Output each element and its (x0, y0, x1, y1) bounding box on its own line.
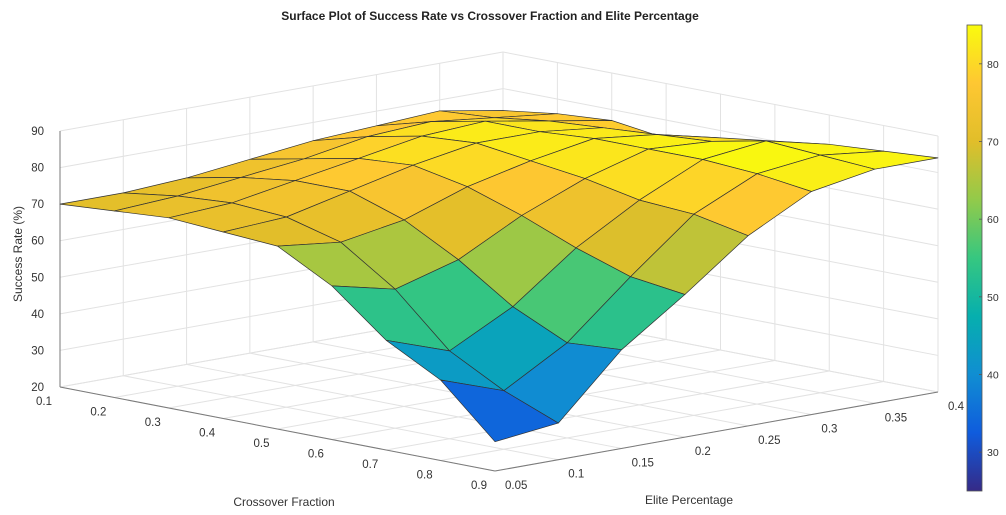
y-tick-label: 0.3 (821, 424, 837, 436)
z-axis-label: Success Rate (%) (11, 206, 25, 302)
z-gridline (59, 51, 504, 132)
colorbar-tick-label: 60 (987, 214, 999, 226)
x-tick-label: 0.9 (471, 480, 487, 492)
z-tick-label: 50 (31, 272, 44, 284)
y-tick-label: 0.15 (632, 457, 654, 469)
chart-title: Surface Plot of Success Rate vs Crossove… (281, 9, 699, 23)
x-tick-label: 0.6 (308, 449, 324, 461)
tick-labels: 20 30 40 50 60 70 80 90 0.1 0.2 0.3 0.4 0.5 0.6 0.7 0.8… (31, 126, 964, 492)
x-tick-label: 0.8 (417, 470, 433, 482)
y-tick-label: 0.4 (948, 401, 965, 413)
y-tick-label: 0.2 (695, 446, 711, 458)
z-tick-label: 60 (31, 236, 44, 248)
y-tick-label: 0.1 (568, 469, 584, 481)
x-gridline (386, 370, 830, 451)
colorbar: 30 40 50 60 70 80 (966, 24, 999, 492)
y-axis-line (494, 391, 939, 472)
z-tick-label: 80 (31, 163, 44, 175)
colorbar-gradient (966, 24, 983, 492)
y-axis-label: Elite Percentage (645, 493, 733, 507)
z-tick-label: 20 (31, 382, 44, 394)
colorbar-tick-label: 40 (987, 370, 999, 382)
x-tick-label: 0.2 (90, 407, 106, 419)
colorbar-tick-label: 30 (987, 447, 999, 459)
x-axis-line (59, 386, 496, 472)
axes (59, 131, 939, 472)
x-tick-label: 0.5 (254, 438, 270, 450)
x-gridline (440, 381, 884, 461)
colorbar-ticks: 30 40 50 60 70 80 (979, 59, 999, 459)
x-tick-label: 0.3 (145, 417, 161, 429)
y-tick-label: 0.35 (885, 412, 907, 424)
y-tick-label: 0.05 (505, 480, 527, 492)
z-gridline (59, 88, 504, 169)
colorbar-tick-label: 50 (987, 292, 999, 304)
x-tick-label: 0.4 (199, 428, 216, 440)
surface-face (440, 379, 559, 443)
z-tick-label: 90 (31, 126, 44, 138)
x-axis-label: Crossover Fraction (233, 495, 334, 509)
y-tick-label: 0.25 (758, 435, 780, 447)
x-tick-label: 0.1 (36, 396, 52, 408)
z-tick-label: 40 (31, 309, 44, 321)
colorbar-tick-label: 80 (987, 59, 999, 71)
surface (59, 110, 939, 443)
colorbar-tick-label: 70 (987, 137, 999, 149)
x-tick-label: 0.7 (362, 459, 378, 471)
z-tick-label: 30 (31, 345, 44, 357)
z-tick-label: 70 (31, 199, 44, 211)
